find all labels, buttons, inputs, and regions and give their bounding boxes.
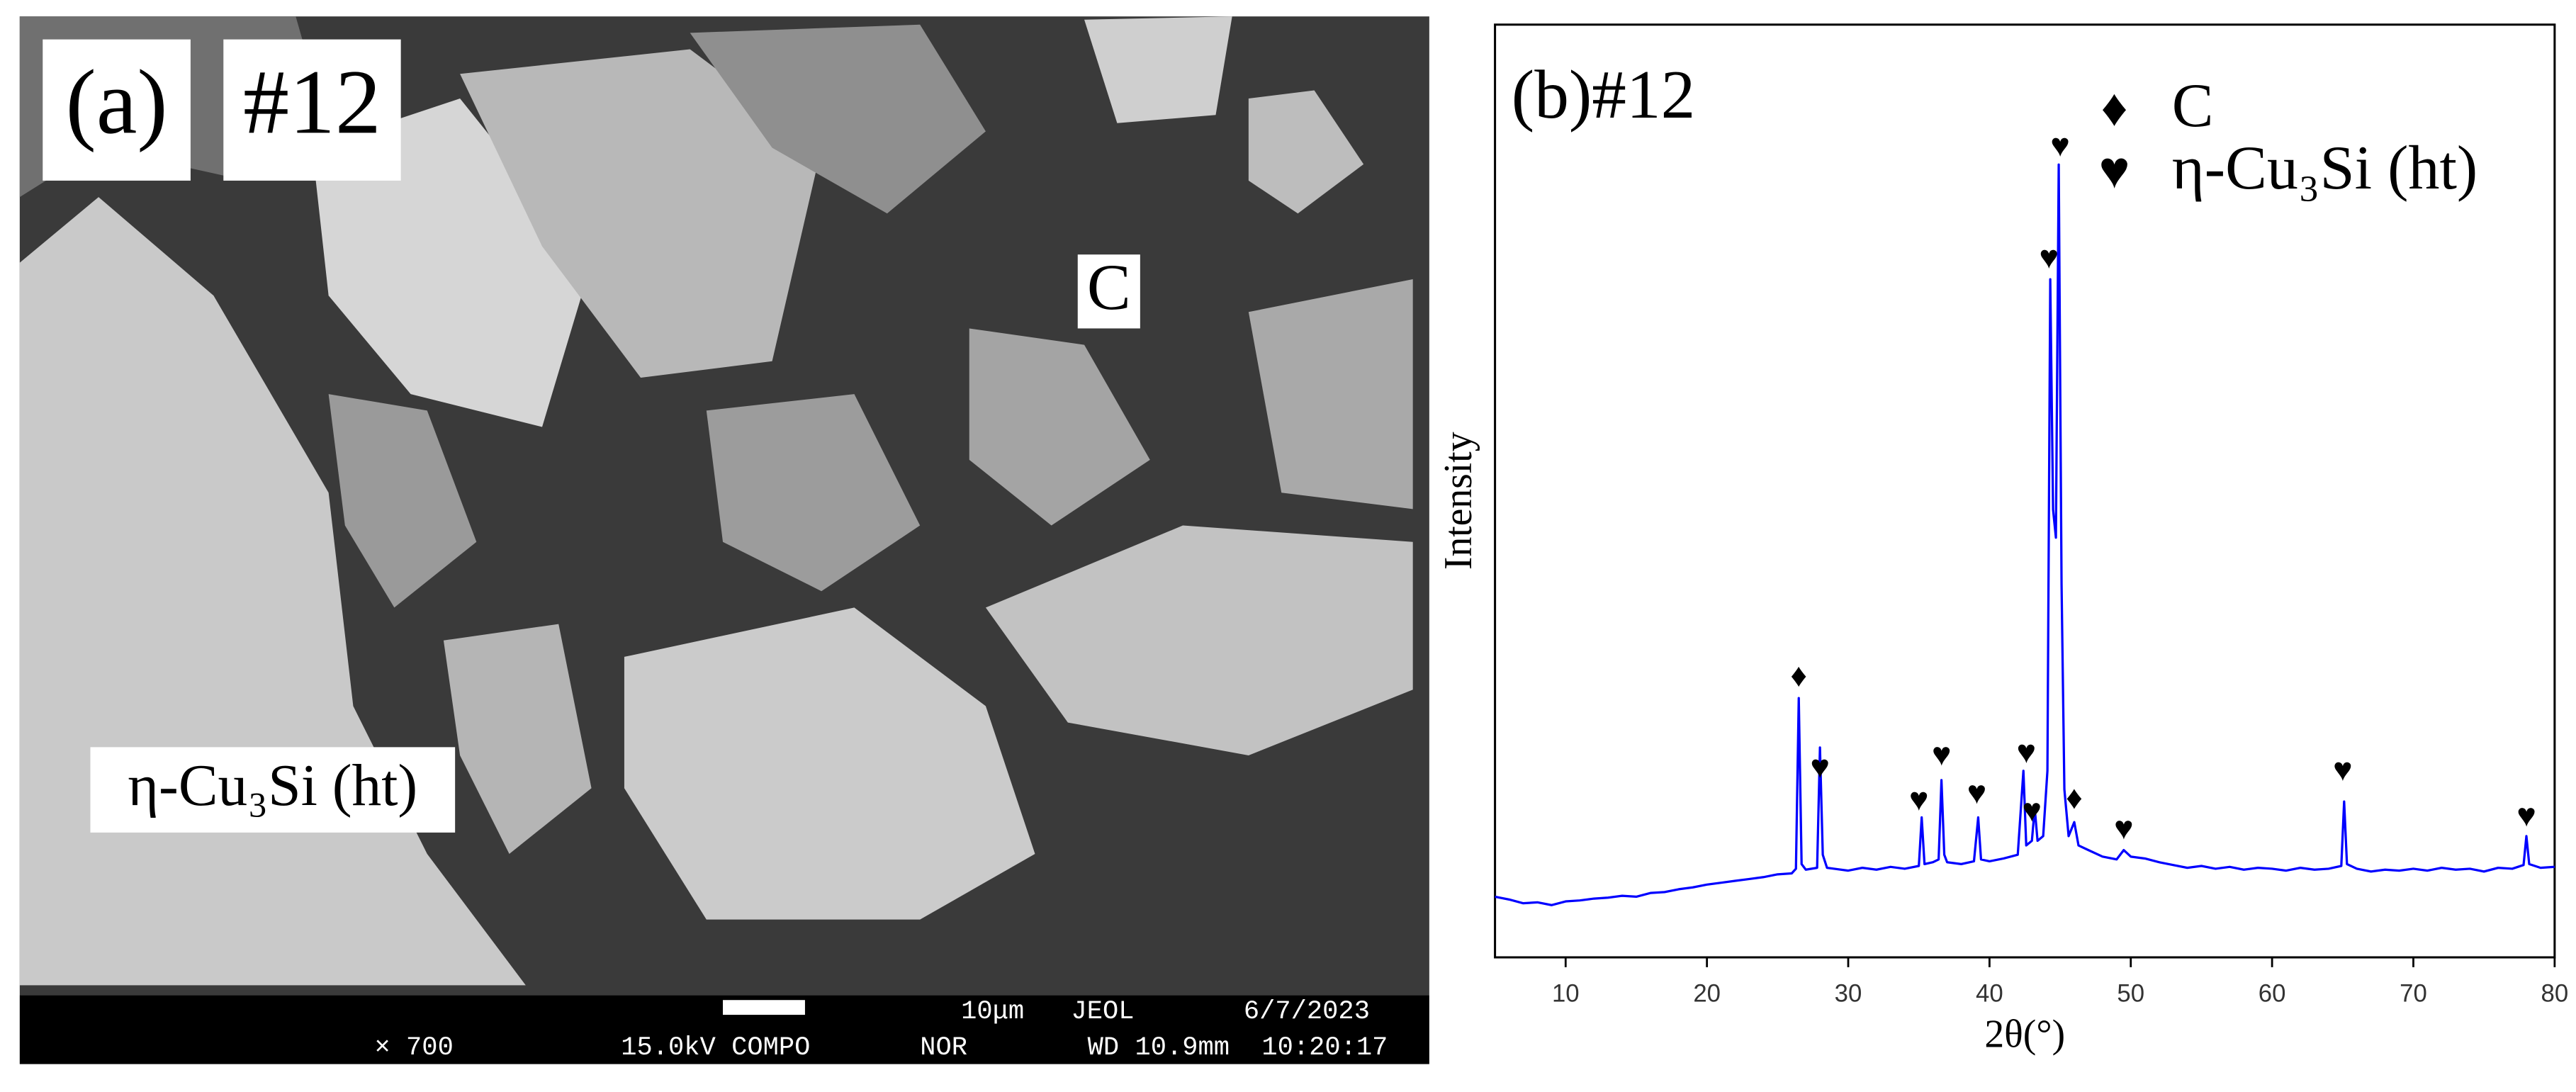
peak-marker: ♥ bbox=[2039, 239, 2059, 276]
data-line bbox=[1495, 163, 2555, 906]
info-scale: 10μm bbox=[961, 997, 1024, 1027]
x-tick-label: 50 bbox=[2117, 980, 2144, 1007]
peak-marker: ♥ bbox=[2022, 792, 2042, 828]
phase-label: η-Cu₃Si (ht) bbox=[128, 753, 417, 818]
x-tick-label: 30 bbox=[1835, 980, 1862, 1007]
x-tick-label: 20 bbox=[1693, 980, 1721, 1007]
axes bbox=[1494, 23, 2556, 959]
sem-image bbox=[19, 16, 1429, 1064]
peak-marker: ♦ bbox=[2066, 779, 2083, 816]
x-tick-label: 10 bbox=[1552, 980, 1580, 1007]
panel-label: (a) bbox=[66, 51, 168, 153]
info-mode: NOR bbox=[920, 1033, 967, 1063]
x-tick-label: 70 bbox=[2400, 980, 2427, 1007]
info-wd: WD 10.9mm bbox=[1088, 1033, 1230, 1063]
x-axis-label: 2θ(°) bbox=[1984, 1012, 2065, 1056]
info-time: 10:20:17 bbox=[1261, 1033, 1388, 1063]
info-date: 6/7/2023 bbox=[1244, 997, 1370, 1027]
peak-marker: ♥ bbox=[2114, 809, 2134, 846]
peak-marker: ♥ bbox=[1932, 736, 1952, 772]
chart-title: (b)#12 bbox=[1512, 57, 1696, 133]
info-maker: JEOL bbox=[1071, 997, 1134, 1027]
peak-marker: ♥ bbox=[1909, 780, 1929, 817]
peak-marker: ♥ bbox=[2333, 750, 2353, 787]
peak-marker: ♥ bbox=[2516, 797, 2536, 833]
phase-label: C bbox=[1087, 251, 1131, 324]
y-axis-label: Intensity bbox=[1436, 432, 1480, 570]
legend-symbol: ♦ bbox=[2101, 78, 2128, 137]
peak-marker: ♦ bbox=[1790, 656, 1807, 693]
info-magnification: × 700 bbox=[375, 1033, 454, 1063]
peak-marker: ♥ bbox=[1967, 774, 1987, 811]
x-tick-label: 60 bbox=[2259, 980, 2286, 1007]
peak-marker: ♥ bbox=[2050, 127, 2070, 164]
x-tick-label: 80 bbox=[2541, 980, 2569, 1007]
legend-label: η-Cu₃Si (ht) bbox=[2172, 134, 2478, 203]
peak-marker: ♥ bbox=[2016, 733, 2036, 770]
sample-label: #12 bbox=[243, 51, 381, 153]
legend-symbol: ♥ bbox=[2099, 140, 2130, 199]
peak-marker: ♥ bbox=[1810, 748, 1830, 784]
info-voltage: 15.0kV COMPO bbox=[621, 1033, 810, 1063]
x-tick-label: 40 bbox=[1976, 980, 2003, 1007]
legend-label: C bbox=[2172, 72, 2214, 140]
